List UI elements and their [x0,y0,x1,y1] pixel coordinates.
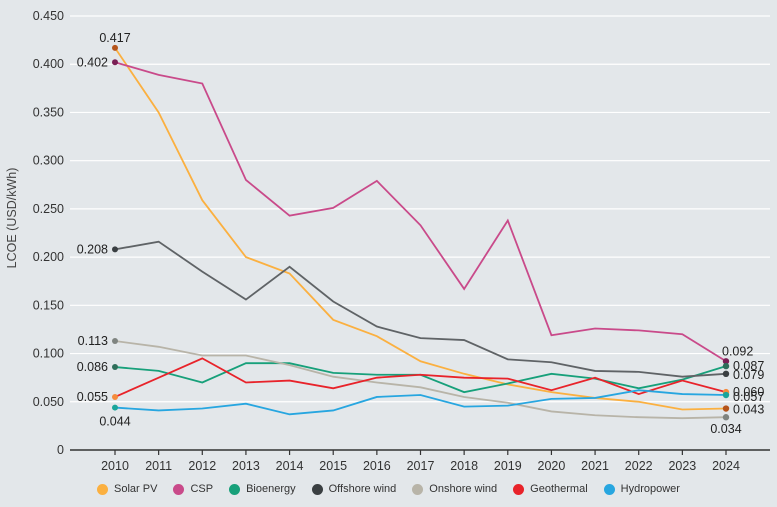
x-tick-label: 2015 [319,459,347,473]
start-marker-solar-pv [112,44,118,51]
legend-swatch-icon [603,483,615,495]
end-value-label-csp: 0.092 [722,344,753,358]
series-line-onshore-wind [114,340,727,420]
end-value-label-geothermal: 0.060 [733,385,764,399]
y-tick-label: 0.450 [33,9,64,23]
legend-label: Solar PV [114,483,158,495]
end-marker-onshore-wind [722,414,730,421]
end-marker-hydropower [722,391,730,399]
legend-item-solar-pv: Solar PV [97,483,157,495]
y-tick-label: 0.100 [33,347,64,361]
data-labels: 0.417 0.043 0.402 0.092 0.086 0.087 0.208 0.079… [77,31,765,436]
y-tick-label: 0.150 [33,298,64,312]
start-marker-onshore-wind [112,338,118,345]
legend-swatch-icon [412,483,424,495]
legend-swatch-icon [97,483,109,495]
end-value-label-bioenergy: 0.087 [733,359,764,373]
x-tick-label: 2020 [538,459,566,473]
start-marker-csp [112,59,118,66]
legend-label: Offshore wind [328,483,397,495]
start-marker-geothermal [112,393,118,400]
series-line-hydropower [114,389,727,416]
start-value-label-bioenergy: 0.086 [77,360,108,374]
x-tick-label: 2017 [407,459,435,473]
end-value-label-offshore-wind: 0.079 [733,368,764,382]
x-tick-label: 2021 [581,459,609,473]
x-axis: 2010 2011 2012 2013 2014 2015 2016 2017 2018 2019… [70,449,770,473]
y-tick-label: 0.300 [33,154,64,168]
legend-item-onshore-wind: Onshore wind [412,483,497,495]
legend-item-hydropower: Hydropower [603,483,680,495]
y-tick-label: 0.050 [33,395,64,409]
x-tick-label: 2024 [712,459,740,473]
x-tick-label: 2016 [363,459,391,473]
x-tick-label: 2019 [494,459,522,473]
legend-swatch-icon [311,483,323,495]
legend-item-offshore-wind: Offshore wind [311,483,397,495]
end-value-label-hydropower: 0.057 [733,390,764,404]
series-line-offshore-wind [114,240,727,378]
end-marker-offshore-wind [722,370,730,378]
legend-item-bioenergy: Bioenergy [229,483,296,495]
series-line-geothermal [114,357,727,398]
legend-label: Bioenergy [246,483,296,495]
legend-swatch-icon [229,483,241,495]
x-tick-label: 2022 [625,459,653,473]
start-marker-bioenergy [112,364,118,371]
y-tick-label: 0.250 [33,202,64,216]
x-tick-label: 2023 [668,459,696,473]
y-tick-label: 0.200 [33,250,64,264]
x-tick-label: 2012 [188,459,216,473]
start-value-label-solar-pv: 0.417 [99,31,130,45]
legend: Solar PV CSP Bioenergy Offshore wind Onshore… [0,483,777,495]
y-tick-label: 0.350 [33,105,64,119]
legend-label: Onshore wind [429,483,498,495]
legend-label: Geothermal [530,483,588,495]
end-value-label-onshore-wind: 0.034 [710,422,741,436]
y-tick-label: 0.400 [33,57,64,71]
end-marker-solar-pv [722,405,730,412]
start-value-label-offshore-wind: 0.208 [77,242,108,256]
legend-item-csp: CSP [173,483,213,495]
legend-swatch-icon [513,483,525,495]
x-tick-label: 2018 [450,459,478,473]
end-marker-bioenergy [722,362,730,370]
x-tick-label: 2014 [276,459,304,473]
legend-swatch-icon [173,483,185,495]
x-tick-label: 2011 [145,459,172,473]
start-value-label-geothermal: 0.055 [77,390,108,404]
legend-label: Hydropower [620,483,680,495]
start-marker-offshore-wind [112,246,118,253]
x-tick-label: 2013 [232,459,260,473]
series-line-solar-pv [114,47,727,411]
legend-item-geothermal: Geothermal [513,483,588,495]
series-line-csp [114,61,727,363]
start-marker-hydropower [112,404,118,411]
legend-label: CSP [190,483,214,495]
y-tick-label: 0 [57,443,64,457]
end-marker-csp [722,358,730,365]
start-value-label-onshore-wind: 0.113 [78,334,108,348]
y-axis-label: LCOE (USD/kWh) [5,168,19,269]
end-value-label-solar-pv: 0.043 [733,403,764,417]
start-value-label-csp: 0.402 [77,55,108,69]
start-value-label-hydropower: 0.044 [99,415,130,429]
y-axis-ticks: 0 0.050 0.100 0.150 0.200 0.250 0.300 0.350 0.40… [33,9,64,457]
series-lines [112,44,730,421]
x-tick-label: 2010 [101,459,129,473]
gridlines [70,15,770,403]
